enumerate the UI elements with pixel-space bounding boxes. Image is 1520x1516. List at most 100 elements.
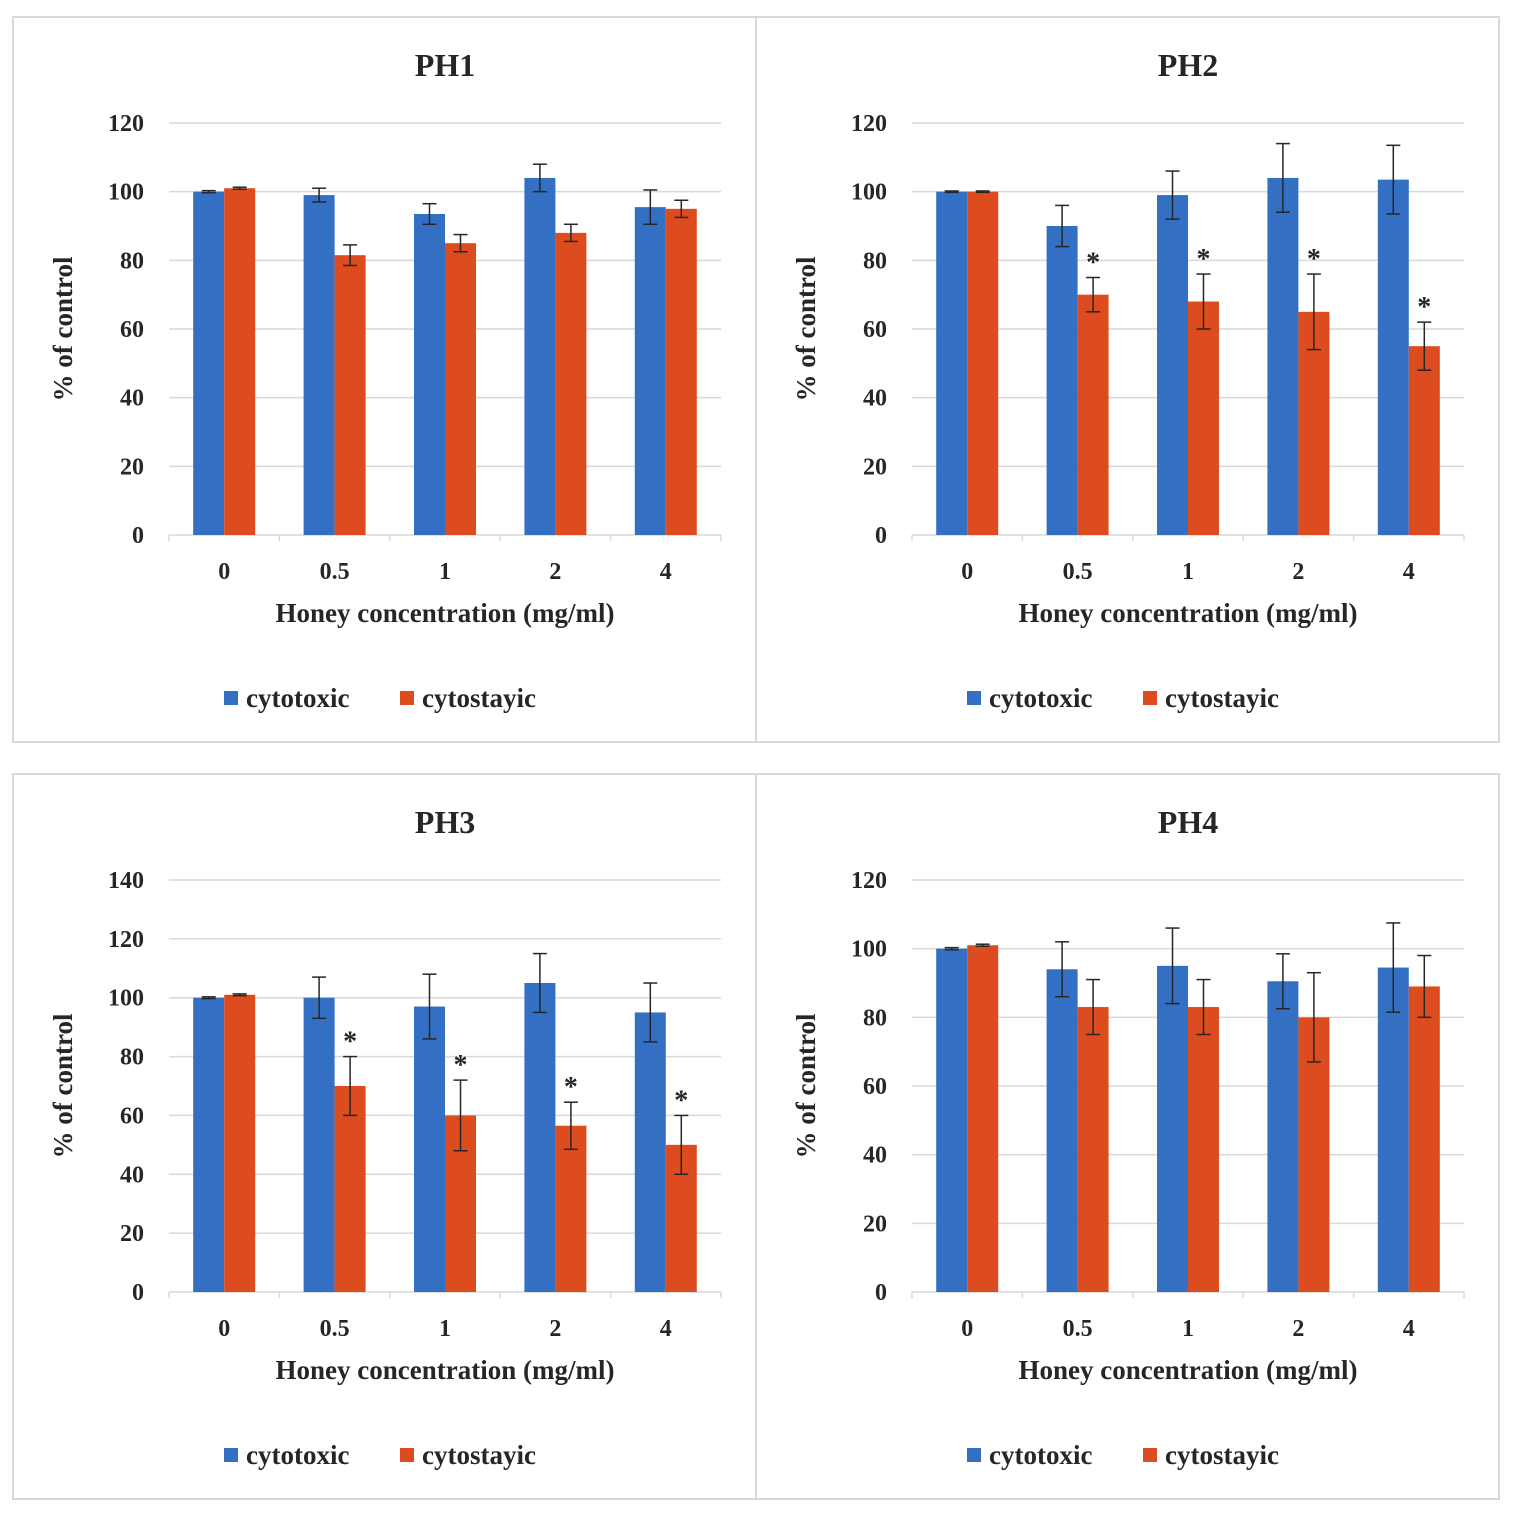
x-tick-label: 0 [218, 1316, 230, 1342]
x-tick-label: 2 [549, 1316, 561, 1342]
y-tick-label: 100 [108, 180, 144, 206]
y-tick-label: 80 [120, 1045, 144, 1071]
x-axis-title: Honey concentration (mg/ml) [1019, 1355, 1358, 1385]
legend-label: cytotoxic [989, 683, 1092, 713]
legend-swatch-cytotoxic [224, 691, 238, 705]
y-tick-label: 60 [863, 317, 887, 343]
chart-title: PH1 [415, 47, 475, 83]
bar-cytostayic [1077, 1007, 1109, 1292]
x-tick-label: 0.5 [1063, 559, 1093, 585]
x-tick-label: 4 [1403, 559, 1415, 585]
y-tick-label: 40 [863, 386, 887, 412]
bar-cytostayic [1408, 346, 1440, 535]
chart-panel-ph1: PH1 0 20 40 60 80 100 120 % of control 0 0.5 1 2 4 Hon… [12, 16, 757, 743]
chart-panel-ph4: PH4 0 20 40 60 80 100 120 % of control 0 0.5 1 2 4 Hon… [755, 773, 1500, 1500]
bar-cytotoxic [414, 213, 445, 535]
legend-label: cytotoxic [246, 1440, 349, 1470]
bar-cytotoxic [1377, 179, 1409, 535]
legend-label: cytotoxic [246, 683, 349, 713]
chart-title: PH4 [1158, 804, 1218, 840]
x-tick-label: 2 [549, 559, 561, 585]
chart-panel-ph2: PH2 0 20 40 60 80 100 120 % of control 0 * 0.5 * 1 * 2 *… [755, 16, 1500, 743]
y-tick-label: 100 [851, 180, 887, 206]
bar-cytostayic [1188, 1007, 1219, 1292]
bar-cytotoxic [1267, 177, 1299, 535]
legend-swatch-cytotoxic [967, 691, 981, 705]
legend-label: cytotoxic [989, 1440, 1092, 1470]
x-axis-title: Honey concentration (mg/ml) [276, 598, 615, 628]
significance-marker: * [1307, 244, 1321, 275]
legend-swatch-cytostayic [1143, 691, 1157, 705]
bar-cytotoxic [1046, 226, 1078, 535]
bar-cytostayic [224, 994, 256, 1292]
x-tick-label: 0 [961, 559, 973, 585]
bar-cytostayic [967, 945, 999, 1292]
bar-cytotoxic [524, 983, 556, 1292]
legend-label: cytostayic [1165, 683, 1279, 713]
x-tick-label: 2 [1292, 1316, 1304, 1342]
legend-label: cytostayic [422, 1440, 536, 1470]
bar-cytotoxic [1157, 965, 1188, 1292]
x-axis-title: Honey concentration (mg/ml) [276, 1355, 615, 1385]
significance-marker: * [454, 1050, 468, 1081]
bar-cytostayic [334, 255, 366, 535]
y-tick-label: 0 [875, 523, 887, 549]
y-tick-label: 60 [863, 1074, 887, 1100]
bar-cytotoxic [936, 948, 968, 1292]
legend-swatch-cytostayic [1143, 1448, 1157, 1462]
chart-svg: PH1 0 20 40 60 80 100 120 % of control 0 0.5 1 2 4 Hon… [48, 47, 722, 713]
y-tick-label: 40 [863, 1143, 887, 1169]
significance-marker: * [564, 1072, 578, 1103]
x-tick-label: 4 [660, 1316, 672, 1342]
y-tick-label: 80 [863, 1005, 887, 1031]
y-axis-title: % of control [48, 256, 78, 401]
x-tick-label: 0 [961, 1316, 973, 1342]
bar-cytostayic [1077, 294, 1109, 535]
y-tick-label: 120 [108, 111, 144, 137]
y-tick-label: 140 [108, 868, 144, 894]
y-tick-label: 20 [863, 454, 887, 480]
bar-cytotoxic [303, 195, 335, 535]
bar-cytotoxic [193, 997, 225, 1292]
y-tick-label: 100 [851, 937, 887, 963]
legend-swatch-cytostayic [400, 1448, 414, 1462]
legend-label: cytostayic [422, 683, 536, 713]
y-tick-label: 100 [108, 986, 144, 1012]
bar-cytostayic [967, 191, 999, 535]
y-tick-label: 40 [120, 1162, 144, 1188]
y-tick-label: 40 [120, 386, 144, 412]
y-tick-label: 120 [851, 868, 887, 894]
y-axis-title: % of control [48, 1013, 78, 1158]
y-tick-label: 20 [120, 1221, 144, 1247]
chart-panel-ph3: PH3 0 20 40 60 80 100 120 140 % of control 0 * 0.5 * 1… [12, 773, 757, 1500]
bar-cytotoxic [524, 177, 556, 535]
x-tick-label: 0.5 [320, 559, 350, 585]
y-tick-label: 20 [863, 1211, 887, 1237]
bar-cytostayic [555, 232, 587, 535]
bar-cytostayic [1188, 301, 1219, 535]
bar-cytotoxic [936, 191, 968, 535]
y-tick-label: 120 [108, 927, 144, 953]
significance-marker: * [1197, 244, 1211, 275]
bar-cytotoxic [303, 997, 335, 1292]
bar-cytotoxic [414, 1006, 445, 1292]
chart-title: PH2 [1158, 47, 1218, 83]
significance-marker: * [674, 1085, 688, 1116]
bar-cytotoxic [193, 191, 225, 535]
bar-cytostayic [445, 243, 476, 535]
bar-cytotoxic [634, 1012, 666, 1292]
bar-cytotoxic [1267, 981, 1299, 1292]
chart-svg: PH2 0 20 40 60 80 100 120 % of control 0 * 0.5 * 1 * 2 *… [791, 47, 1465, 713]
x-tick-label: 1 [1182, 1316, 1194, 1342]
bar-cytostayic [224, 188, 256, 535]
legend-swatch-cytotoxic [224, 1448, 238, 1462]
chart-title: PH3 [415, 804, 475, 840]
bar-cytotoxic [634, 207, 666, 535]
y-axis-title: % of control [791, 1013, 821, 1158]
x-tick-label: 2 [1292, 559, 1304, 585]
y-tick-label: 80 [120, 248, 144, 274]
y-tick-label: 20 [120, 454, 144, 480]
bar-cytostayic [555, 1125, 587, 1292]
bar-cytotoxic [1377, 967, 1409, 1292]
y-tick-label: 0 [132, 523, 144, 549]
